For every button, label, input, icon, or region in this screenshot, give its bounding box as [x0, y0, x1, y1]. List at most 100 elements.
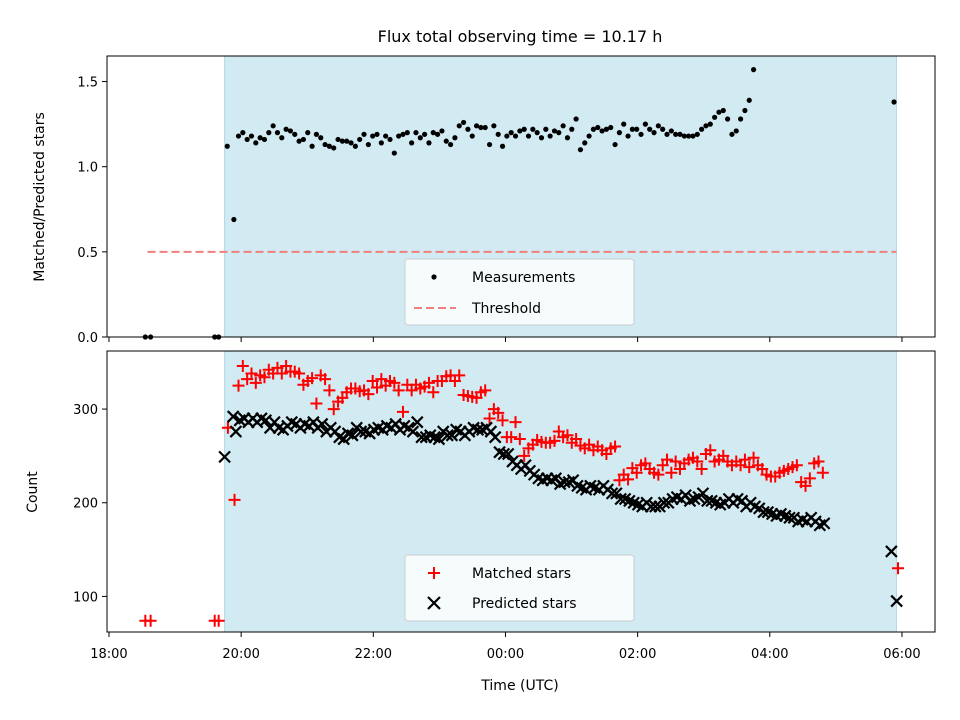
matched-stars-point: [661, 453, 674, 466]
counts-axes-frame: [106, 350, 936, 633]
measurements-point: [699, 126, 705, 132]
counts-legend-label-matched: Matched stars: [472, 566, 571, 582]
measurements-point: [296, 138, 302, 144]
predicted-stars-point: [783, 511, 796, 525]
measurements-point: [261, 136, 268, 143]
measurements-point: [352, 143, 358, 149]
measurements-point: [292, 131, 298, 137]
measurements-point: [287, 128, 294, 134]
ratio-panel: 0.0 0.5 1.0 1.5 Matched/Predicted stars Mea…: [32, 55, 936, 346]
measurements-point: [608, 124, 614, 131]
ratio-legend-marker-measurements: [431, 274, 437, 280]
matched-stars-point: [366, 374, 379, 387]
measurements-point: [305, 130, 311, 136]
measurements-point: [283, 126, 289, 132]
measurements-point: [543, 126, 549, 132]
measurements-point: [517, 128, 523, 134]
measurements-point: [430, 130, 436, 136]
counts-legend-label-predicted: Predicted stars: [472, 596, 577, 612]
matched-stars-point: [695, 463, 708, 476]
matched-stars-point: [790, 459, 803, 472]
predicted-stars-point: [406, 425, 420, 438]
matched-stars-point: [453, 369, 466, 382]
matched-stars-point: [232, 379, 245, 392]
measurements-point: [417, 135, 423, 141]
measurements-point: [707, 121, 713, 127]
matched-stars-point: [570, 433, 583, 446]
measurements-point: [677, 131, 683, 137]
measurements-point: [482, 124, 488, 131]
matched-stars-point: [747, 451, 760, 464]
measurements-point: [573, 116, 579, 122]
measurements-point: [525, 133, 532, 139]
matched-stars-point: [306, 372, 319, 385]
matched-stars-point: [275, 367, 288, 380]
predicted-stars-point: [226, 410, 240, 423]
predicted-stars-point: [315, 417, 329, 431]
predicted-stars-point: [488, 430, 502, 444]
counts-ticks: 100 200 300 18:00 20:00 22:00 00:00 02:00 04:00 0…: [73, 403, 921, 662]
matched-stars-point: [362, 388, 375, 401]
measurements-point: [465, 126, 471, 132]
matched-stars-point: [622, 473, 635, 486]
measurements-point: [534, 130, 540, 136]
measurements-point: [746, 97, 752, 103]
predicted-stars-point: [890, 594, 903, 608]
measurements-point: [690, 133, 696, 139]
measurements-point: [396, 133, 402, 139]
measurements-point: [569, 126, 575, 132]
measurements-point: [240, 130, 246, 136]
measurements-point: [478, 124, 484, 131]
predicted-stars-point: [501, 447, 515, 461]
predicted-stars-point: [441, 429, 454, 442]
measurements-point: [564, 135, 571, 141]
x-axis-label: Time (UTC): [480, 678, 558, 694]
measurements-point: [447, 141, 454, 148]
measurements-point: [621, 121, 627, 127]
measurements-point: [703, 123, 709, 129]
matched-stars-point: [310, 397, 323, 410]
ratio-legend: Measurements Threshold: [404, 258, 635, 326]
measurements-point: [439, 128, 445, 134]
predicted-stars-point: [346, 429, 359, 442]
y-tick-label: 100: [73, 590, 98, 605]
measurements-point: [551, 128, 558, 134]
measurements-point: [694, 131, 700, 137]
predicted-stars-point: [432, 432, 446, 446]
measurements-point: [357, 136, 363, 143]
measurements-point: [257, 135, 263, 141]
measurements-point: [660, 126, 666, 132]
x-tick-label: 06:00: [883, 647, 920, 662]
predicted-stars-point: [657, 496, 671, 510]
measurements-point: [469, 133, 475, 139]
measurements-point: [556, 130, 562, 136]
measurements-point: [716, 109, 722, 115]
measurements-point: [686, 133, 692, 139]
measurements-point: [586, 133, 592, 139]
matched-stars-point: [704, 444, 717, 457]
matched-stars-point: [505, 431, 518, 444]
matched-stars-point: [392, 384, 405, 397]
measurements-point: [642, 121, 648, 127]
measurements-point: [486, 141, 493, 148]
measurements-point: [625, 133, 631, 139]
matched-stars-point: [803, 472, 816, 485]
measurements-point: [253, 140, 259, 146]
matched-stars-point: [492, 406, 505, 419]
counts-legend-box: [404, 554, 635, 622]
measurements-point: [383, 133, 389, 139]
y-tick-label: 0.5: [77, 246, 98, 261]
measurements-point: [664, 131, 670, 137]
measurements-point: [344, 138, 350, 144]
y-tick-label: 0.0: [77, 331, 98, 346]
predicted-stars-point: [229, 425, 243, 438]
measurements-point: [422, 131, 428, 137]
measurements-point: [456, 123, 462, 129]
measurements-point: [504, 133, 510, 139]
matched-stars-point: [652, 468, 665, 481]
measurements-point: [400, 131, 406, 137]
measurements-point: [508, 130, 514, 136]
measurements-point: [673, 131, 679, 137]
measurements-point: [231, 216, 237, 223]
